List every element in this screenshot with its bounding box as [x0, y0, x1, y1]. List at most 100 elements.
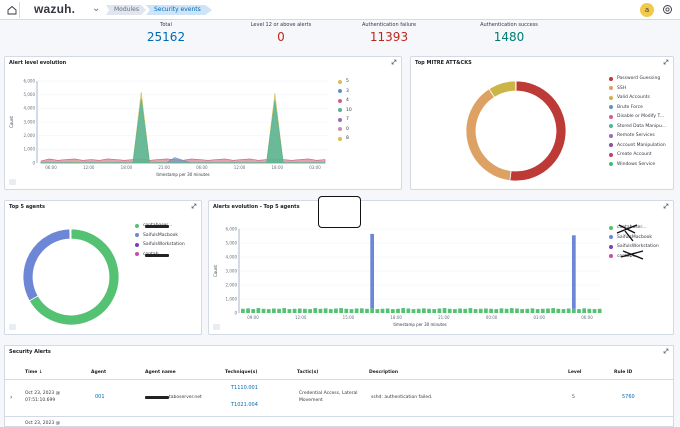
column-level[interactable]: Level	[568, 370, 581, 375]
alert-agent[interactable]: 001	[95, 394, 105, 401]
legend-item[interactable]: Valid Accounts	[609, 93, 666, 103]
x-axis-label: timestamp per 30 minutes	[156, 172, 209, 177]
x-axis-label: timestamp per 30 minutes	[393, 322, 446, 327]
bar	[350, 309, 354, 313]
stat-total[interactable]: Total 25162	[111, 22, 221, 44]
stat-level12[interactable]: Level 12 or above alerts 0	[226, 22, 336, 44]
fullscreen-icon[interactable]	[663, 203, 669, 209]
legend-item[interactable]: 10	[338, 106, 352, 116]
legend-swatch	[609, 124, 613, 128]
stat-auth-failure[interactable]: Authentication failure 11393	[334, 22, 444, 44]
legend-item[interactable]: SSH	[609, 84, 666, 94]
legend-item[interactable]: 4	[338, 96, 352, 106]
chevron-down-icon[interactable]: ⌄	[92, 3, 100, 14]
column-rule-id[interactable]: Rule ID	[614, 370, 632, 375]
legend-label: 5	[346, 79, 349, 84]
legend-item[interactable]: 5	[338, 77, 352, 87]
toggle-legend-button[interactable]	[213, 324, 220, 330]
bar	[474, 309, 478, 313]
x-tick-label: 18:00	[272, 165, 284, 170]
fullscreen-icon[interactable]	[191, 203, 197, 209]
redaction-mark	[145, 225, 169, 228]
bar	[381, 309, 385, 313]
bar	[417, 309, 421, 313]
panel-title: Alert level evolution	[9, 60, 66, 66]
help-menu-icon[interactable]	[662, 4, 673, 15]
bar	[567, 309, 571, 313]
column-agent[interactable]: Agent	[91, 370, 106, 375]
legend-item[interactable]: Password Guessing	[609, 74, 666, 84]
column-agent-name[interactable]: Agent name	[145, 370, 176, 375]
axis-bar	[36, 81, 38, 163]
legend-item[interactable]: Create Account	[609, 150, 666, 160]
scribble-mark	[613, 221, 653, 261]
legend-item[interactable]: Disable or Modify T...	[609, 112, 666, 122]
legend-label: 3	[346, 89, 349, 94]
wazuh-logo[interactable]: wazuh.	[34, 2, 75, 16]
stat-value: 25162	[111, 30, 221, 44]
legend-label: Create Account	[617, 152, 652, 157]
legend-item[interactable]: Remote Services	[609, 131, 666, 141]
mitre-donut-chart	[451, 67, 581, 191]
y-tick-label: 3,000	[24, 119, 36, 124]
legend-item[interactable]: 8	[338, 134, 352, 144]
legend-swatch	[609, 162, 613, 166]
bar	[324, 308, 328, 313]
breadcrumb-modules[interactable]: Modules	[106, 5, 146, 15]
column-time[interactable]: Time ↓	[25, 370, 43, 375]
expand-row-icon[interactable]: ›	[10, 394, 12, 401]
alert-technique[interactable]: T1110.001	[231, 385, 258, 392]
legend-label: Disable or Modify T...	[617, 114, 664, 119]
bar	[412, 309, 416, 313]
x-tick-label: 06:00	[45, 165, 57, 170]
stat-label: Authentication failure	[334, 22, 444, 28]
y-tick-label: 4,000	[24, 106, 36, 111]
bar	[422, 308, 426, 313]
legend-label: SSH	[617, 86, 626, 91]
legend-swatch	[135, 243, 139, 247]
legend-item[interactable]: 0	[338, 125, 352, 135]
stat-value: 0	[226, 30, 336, 44]
donut-slice	[510, 81, 566, 181]
alert-rule-id[interactable]: 5760	[622, 394, 635, 401]
toggle-legend-button[interactable]	[9, 324, 16, 330]
legend-item[interactable]: Stored Data Manipu...	[609, 122, 666, 132]
legend-item[interactable]: SaifulsWorkstation	[135, 240, 185, 250]
area-series-5	[41, 92, 325, 163]
summary-stats: Total 25162 Level 12 or above alerts 0 A…	[0, 22, 680, 52]
user-avatar[interactable]: a	[640, 3, 654, 17]
fullscreen-icon[interactable]	[663, 59, 669, 65]
bar	[313, 308, 317, 313]
column-description[interactable]: Description	[369, 370, 398, 375]
top-agents-panel: Top 5 agents contaboser...SaifulsMacbook…	[4, 200, 202, 335]
stat-auth-success[interactable]: Authentication success 1480	[454, 22, 564, 44]
y-tick-label: 2,000	[226, 282, 238, 287]
breadcrumb-security-events[interactable]: Security events ⓘ	[146, 5, 212, 15]
alert-technique[interactable]: T1021.004	[231, 402, 258, 409]
legend-item[interactable]: SaifulsMacbook	[135, 231, 185, 241]
legend-item[interactable]: 3	[338, 87, 352, 97]
bar	[562, 309, 566, 313]
bar	[500, 308, 504, 313]
bar	[546, 309, 550, 313]
legend-item[interactable]: Account Manipulation	[609, 141, 666, 151]
column-tactics[interactable]: Tactic(s)	[297, 370, 318, 375]
column-techniques[interactable]: Technique(s)	[225, 370, 257, 375]
legend-label: 10	[346, 108, 352, 113]
legend-swatch	[338, 80, 342, 84]
legend-label: 4	[346, 98, 349, 103]
home-button[interactable]	[4, 2, 20, 18]
legend-item[interactable]: Brute Force	[609, 103, 666, 113]
legend-item[interactable]: 7	[338, 115, 352, 125]
legend-label: SaifulsMacbook	[143, 233, 178, 238]
redaction-mark	[145, 254, 169, 257]
fullscreen-icon[interactable]	[663, 348, 669, 354]
legend-item[interactable]: Windows Service	[609, 160, 666, 170]
fullscreen-icon[interactable]	[391, 59, 397, 65]
toggle-legend-button[interactable]	[9, 179, 16, 185]
